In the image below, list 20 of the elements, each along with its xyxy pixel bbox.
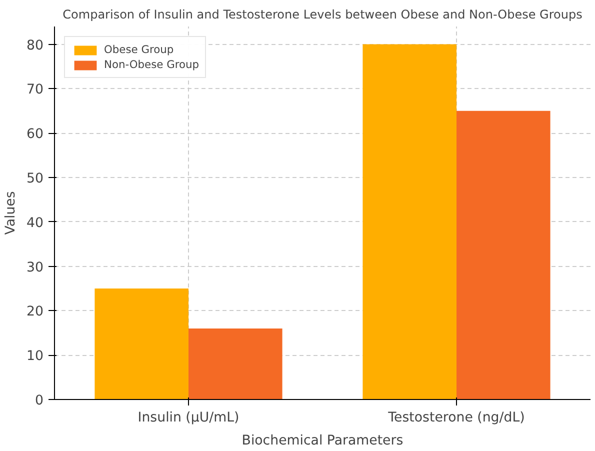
y-tick-label: 60 <box>26 127 44 142</box>
bar <box>456 110 550 400</box>
x-axis-title: Biochemical Parameters <box>242 434 404 448</box>
y-tick-label: 0 <box>35 394 44 408</box>
x-tick-label: Insulin (µU/mL) <box>138 410 240 426</box>
legend-label: Obese Group <box>104 43 174 56</box>
y-tick-label: 10 <box>26 349 44 364</box>
bar <box>94 288 188 400</box>
legend-label: Non-Obese Group <box>104 58 200 71</box>
chart-title: Comparison of Insulin and Testosterone Levels between Obese and Non-Obese Groups <box>62 8 582 22</box>
y-tick-label: 40 <box>26 216 44 231</box>
y-tick-label: 50 <box>26 171 44 186</box>
x-tick-label: Testosterone (ng/dL) <box>387 410 525 426</box>
y-tick-label: 80 <box>26 38 44 54</box>
y-tick-label: 20 <box>26 304 44 320</box>
bar <box>362 44 456 400</box>
y-tick-label: 70 <box>26 82 44 98</box>
bar <box>188 328 282 400</box>
y-tick-label: 30 <box>26 260 44 276</box>
y-axis-title: Values <box>4 191 19 235</box>
